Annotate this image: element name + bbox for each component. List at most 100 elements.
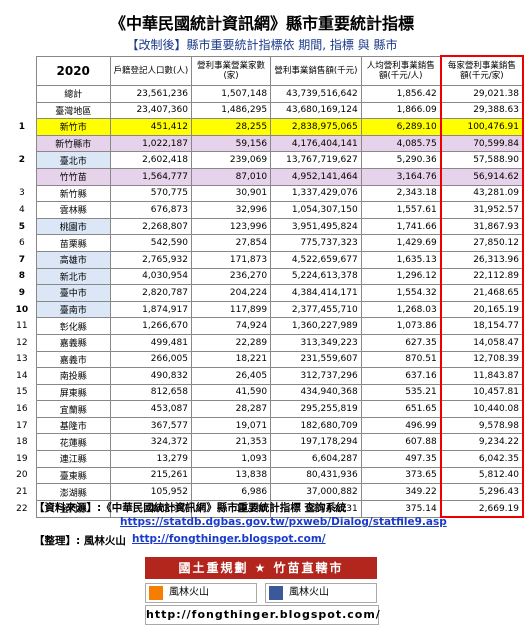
value-cell: 2,268,807 bbox=[109, 217, 192, 236]
value-cell: 26,313.96 bbox=[439, 250, 524, 269]
column-header: 營利事業銷售額(千元) bbox=[270, 55, 362, 86]
value-cell: 1,564,777 bbox=[109, 167, 192, 186]
value-cell: 1,022,187 bbox=[109, 134, 192, 153]
value-cell: 1,093 bbox=[190, 450, 272, 468]
stats-table: 2020 戶籍登記人口數(人) 營利事業營業家數(家) 營利事業銷售額(千元) 人均營利… bbox=[8, 55, 524, 519]
region-name: 宜蘭縣 bbox=[35, 400, 111, 418]
rank: 14 bbox=[16, 370, 28, 381]
value-cell: 87,010 bbox=[190, 167, 272, 186]
table-row: 15 屏東縣 812,658 41,590 434,940,368 535.21 10,45… bbox=[8, 383, 524, 402]
rank bbox=[8, 168, 36, 185]
value-cell: 627.35 bbox=[360, 333, 442, 352]
region-name: 澎湖縣 bbox=[35, 483, 111, 501]
region-name: 新竹市 bbox=[35, 118, 111, 136]
table-row: 5 桃園市 2,268,807 123,996 3,951,495,824 1,741.6… bbox=[8, 217, 524, 236]
table-row: 18 花蓮縣 324,372 21,353 197,178,294 607.88 9,234… bbox=[8, 433, 524, 452]
value-cell: 497.35 bbox=[360, 450, 442, 468]
table-row: 1 新竹市 451,412 28,255 2,838,975,065 6,289.10 10… bbox=[8, 118, 524, 136]
value-cell: 27,854 bbox=[190, 234, 272, 252]
value-cell: 2,602,418 bbox=[109, 151, 192, 169]
editor-url[interactable]: http://fongthinger.blogspot.com/ bbox=[132, 533, 326, 545]
value-cell: 5,296.43 bbox=[439, 483, 524, 501]
value-cell: 312,737,296 bbox=[270, 367, 362, 385]
value-cell: 10,440.08 bbox=[439, 400, 524, 418]
rank: 1 bbox=[18, 121, 25, 132]
value-cell: 542,590 bbox=[109, 234, 192, 252]
value-cell: 4,176,404,141 bbox=[270, 134, 362, 153]
value-cell: 499,481 bbox=[109, 333, 192, 352]
rank: 22 bbox=[16, 503, 28, 514]
value-cell: 1,266,670 bbox=[109, 317, 192, 335]
table-row: 22 金門縣 140,597 19,760 52,743,231 375.14 2,669.… bbox=[8, 499, 524, 519]
region-name: 嘉義市 bbox=[35, 350, 111, 369]
value-cell: 43,281.09 bbox=[439, 184, 524, 203]
value-cell: 1,337,429,076 bbox=[270, 184, 362, 203]
value-cell: 27,850.12 bbox=[439, 234, 524, 252]
value-cell: 28,287 bbox=[190, 400, 272, 418]
value-cell: 1,856.42 bbox=[360, 85, 442, 103]
source-url[interactable]: https://statdb.dgbas.gov.tw/pxweb/Dialog… bbox=[120, 516, 447, 528]
value-cell: 28,255 bbox=[190, 118, 272, 136]
value-cell: 18,221 bbox=[190, 350, 272, 369]
table-row: 13 嘉義市 266,005 18,221 231,559,607 870.51 12,70… bbox=[8, 350, 524, 369]
value-cell: 22,112.89 bbox=[439, 267, 524, 286]
source-label: 【資料來源】:《中華民國統計資訊網》縣市重要統計指標 查詢系統 bbox=[34, 502, 347, 514]
table-row: 10 臺南市 1,874,917 117,899 2,377,455,710 1,268.… bbox=[8, 300, 524, 319]
region-name: 新竹縣 bbox=[35, 184, 111, 203]
rank: 7 bbox=[18, 254, 25, 265]
rank: 13 bbox=[16, 354, 28, 365]
rank: 15 bbox=[16, 387, 28, 398]
value-cell: 41,590 bbox=[190, 383, 272, 402]
value-cell: 9,234.22 bbox=[439, 433, 524, 452]
value-cell: 2,669.19 bbox=[439, 499, 524, 519]
blogger-button[interactable]: 風林火山 bbox=[145, 583, 257, 603]
region-name: 基隆市 bbox=[35, 416, 111, 435]
value-cell: 1,429.69 bbox=[360, 234, 442, 252]
value-cell: 4,384,414,171 bbox=[270, 284, 362, 302]
value-cell: 10,457.81 bbox=[439, 383, 524, 402]
value-cell: 37,000,882 bbox=[270, 483, 362, 501]
value-cell: 535.21 bbox=[360, 383, 442, 402]
table-row: 新竹縣市 1,022,187 59,156 4,176,404,141 4,085.75… bbox=[8, 134, 524, 153]
table-row: 21 澎湖縣 105,952 6,986 37,000,882 349.22 5,296.4… bbox=[8, 483, 524, 501]
table-row: 9 臺中市 2,820,787 204,224 4,384,414,171 1,554.3… bbox=[8, 284, 524, 302]
value-cell: 56,914.62 bbox=[439, 167, 524, 186]
value-cell: 14,058.47 bbox=[439, 333, 524, 352]
rank bbox=[8, 102, 36, 119]
table-row: 19 連江縣 13,279 1,093 6,604,287 497.35 6,042.35 bbox=[8, 450, 524, 468]
table-row: 16 宜蘭縣 453,087 28,287 295,255,819 651.65 10,44… bbox=[8, 400, 524, 418]
value-cell: 1,741.66 bbox=[360, 217, 442, 236]
slogan-banner: 國土重規劃 ★ 竹苗直轄市 bbox=[145, 557, 377, 579]
value-cell: 31,952.57 bbox=[439, 201, 524, 219]
region-name: 臺南市 bbox=[35, 300, 111, 319]
url-banner[interactable]: http://fongthinger.blogspot.com/ bbox=[145, 605, 380, 625]
table-row: 12 嘉義縣 499,481 22,289 313,349,223 627.35 14,05… bbox=[8, 333, 524, 352]
table-row: 總計 23,561,236 1,507,148 43,739,516,642 1,856… bbox=[8, 85, 524, 103]
value-cell: 21,353 bbox=[190, 433, 272, 452]
table-row: 20 臺東縣 215,261 13,838 80,431,936 373.65 5,812.… bbox=[8, 466, 524, 485]
table-row: 竹竹苗 1,564,777 87,010 4,952,141,464 3,164.76 5… bbox=[8, 167, 524, 186]
value-cell: 29,388.63 bbox=[439, 101, 524, 120]
rank: 5 bbox=[18, 221, 25, 232]
value-cell: 1,054,307,150 bbox=[270, 201, 362, 219]
rank bbox=[8, 135, 36, 152]
rank: 8 bbox=[18, 271, 25, 282]
table-row: 14 南投縣 490,832 26,405 312,737,296 637.16 11,84… bbox=[8, 367, 524, 385]
region-name: 臺灣地區 bbox=[35, 101, 111, 120]
value-cell: 19,760 bbox=[190, 499, 272, 518]
rank: 17 bbox=[16, 420, 28, 431]
table-row: 4 雲林縣 676,873 32,996 1,054,307,150 1,557.61 31… bbox=[8, 201, 524, 219]
table-row: 8 新北市 4,030,954 236,270 5,224,613,378 1,296.1… bbox=[8, 267, 524, 286]
facebook-button[interactable]: 風林火山 bbox=[265, 583, 377, 603]
subtitle: 【改制後】縣市重要統計指標依 期間, 指標 與 縣市 bbox=[126, 38, 398, 52]
value-cell: 4,522,659,677 bbox=[270, 250, 362, 269]
region-name: 臺東縣 bbox=[35, 466, 111, 485]
value-cell: 52,743,231 bbox=[270, 499, 362, 518]
table-row: 6 苗栗縣 542,590 27,854 775,737,323 1,429.69 27,8… bbox=[8, 234, 524, 252]
blogger-label: 風林火山 bbox=[169, 587, 209, 598]
value-cell: 2,343.18 bbox=[360, 184, 442, 203]
rank: 9 bbox=[18, 287, 25, 298]
value-cell: 6,604,287 bbox=[270, 450, 362, 468]
value-cell: 1,874,917 bbox=[109, 300, 192, 319]
